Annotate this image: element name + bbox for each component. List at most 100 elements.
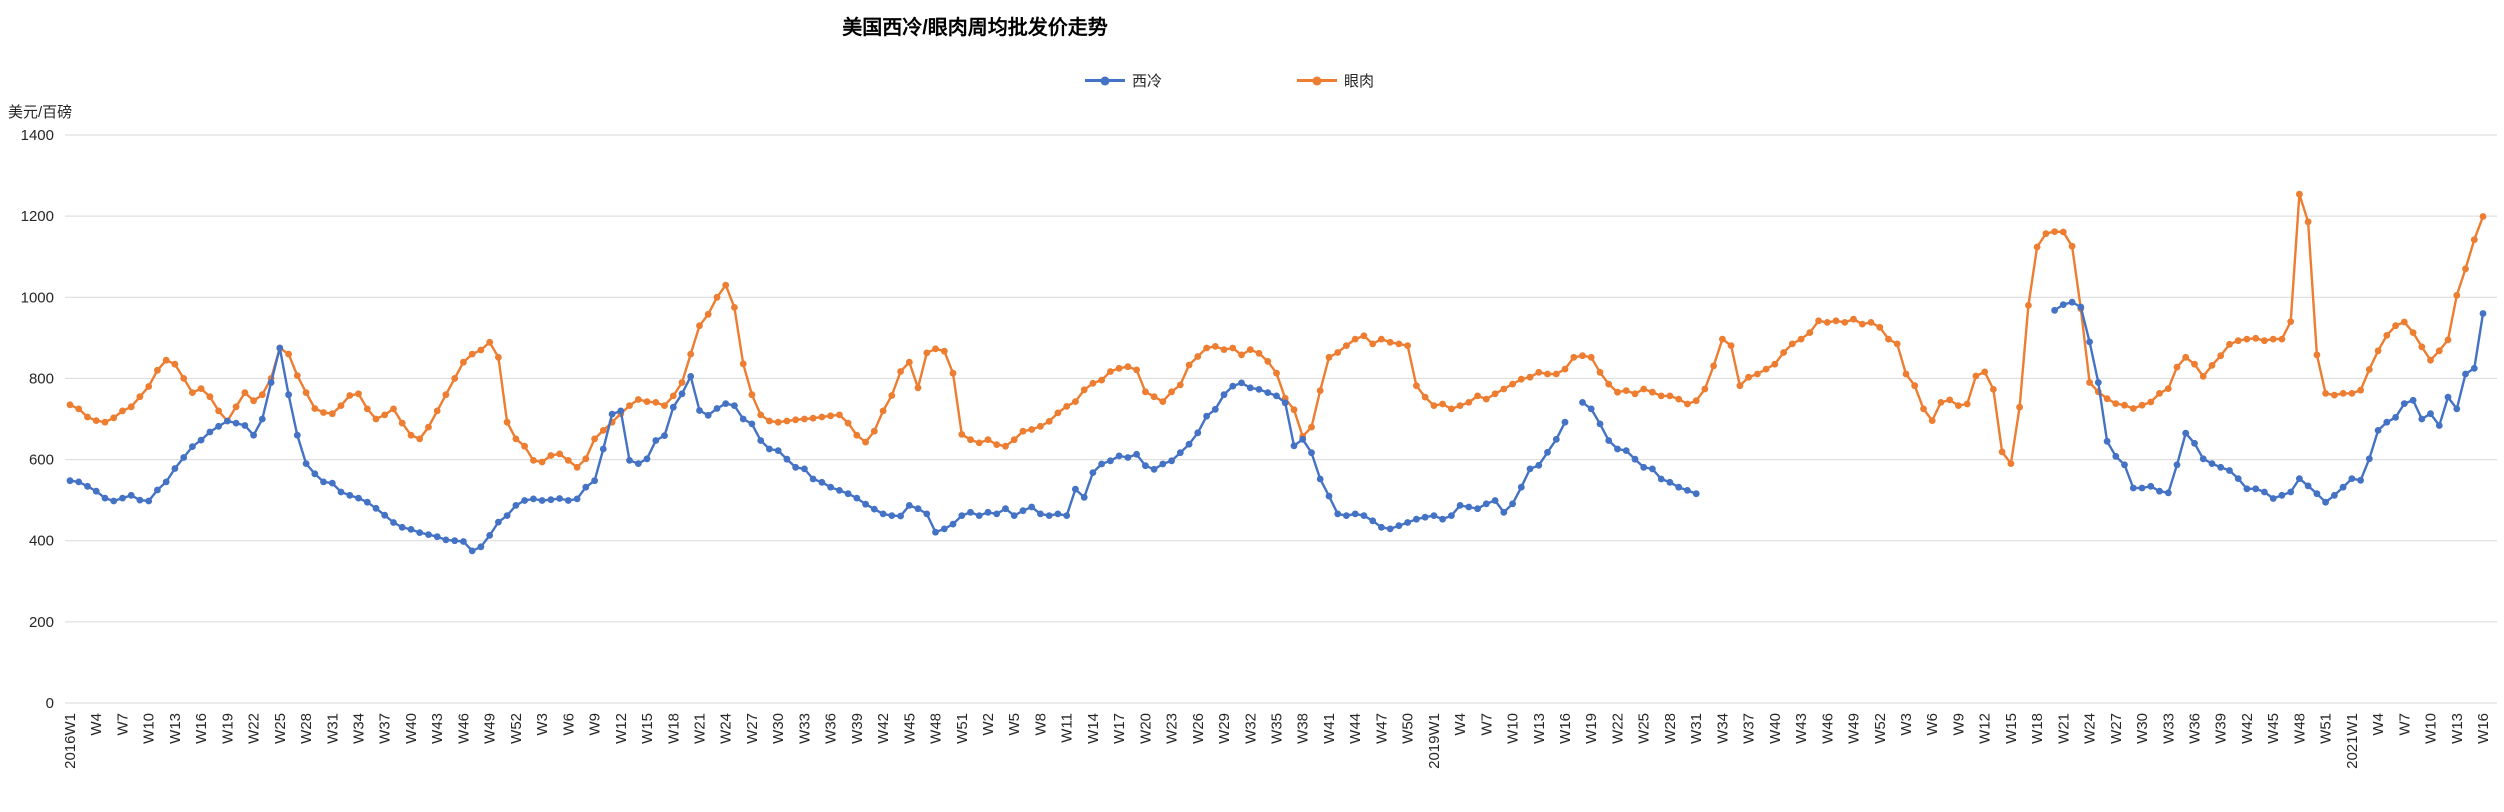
x-tick-label: W20 bbox=[1137, 713, 1154, 744]
x-tick-label: W30 bbox=[770, 713, 787, 744]
x-tick-label: W14 bbox=[1085, 713, 1102, 744]
y-axis-labels: 0 200 400 600 800 1000 1200 1400 bbox=[21, 127, 54, 712]
legend-label-yanrou: 眼肉 bbox=[1344, 73, 1375, 90]
x-tick-label: W50 bbox=[1400, 713, 1417, 744]
x-tick-label: W45 bbox=[901, 713, 918, 744]
x-tick-label: W12 bbox=[613, 713, 630, 744]
x-tick-label: W49 bbox=[482, 713, 499, 744]
y-tick-label: 600 bbox=[29, 452, 54, 469]
legend-item-yanrou[interactable]: 眼肉 bbox=[1297, 70, 1374, 91]
yanrou-dot-icon bbox=[1312, 76, 1322, 85]
legend: 西冷 眼肉 bbox=[1085, 70, 1374, 91]
y-tick-label: 1200 bbox=[21, 208, 54, 225]
x-tick-label: 2021W1 bbox=[2344, 713, 2361, 769]
x-tick-label: W13 bbox=[1531, 713, 1548, 744]
x-tick-label: W33 bbox=[796, 713, 813, 744]
x-axis-labels: 2016W1 W4 W7 W10 W13 W16 W19 W22 W25 W28 W31 W34 W37… bbox=[62, 713, 2492, 769]
x-tick-label: W15 bbox=[639, 713, 656, 744]
y-axis-unit-label: 美元/百磅 bbox=[8, 104, 73, 121]
x-tick-label: W32 bbox=[1242, 713, 1259, 744]
x-tick-label: W10 bbox=[1505, 713, 1522, 744]
x-tick-label: W40 bbox=[1767, 713, 1784, 744]
x-tick-label: W21 bbox=[2055, 713, 2072, 744]
series-yanrou bbox=[66, 190, 2487, 471]
x-tick-label: W7 bbox=[2396, 713, 2413, 736]
x-tick-label: W47 bbox=[1373, 713, 1390, 744]
x-tick-label: W42 bbox=[2239, 713, 2256, 744]
x-tick-label: W7 bbox=[115, 713, 132, 736]
x-tick-label: W6 bbox=[560, 713, 577, 736]
x-tick-label: W11 bbox=[1059, 713, 1076, 743]
x-tick-label: W27 bbox=[2108, 713, 2125, 744]
x-tick-label: W19 bbox=[1583, 713, 1600, 744]
y-tick-label: 1400 bbox=[21, 127, 54, 144]
x-tick-label: W3 bbox=[534, 713, 551, 736]
x-tick-label: W17 bbox=[1111, 713, 1128, 744]
x-tick-label: W25 bbox=[272, 713, 289, 744]
x-tick-label: W48 bbox=[2291, 713, 2308, 744]
x-tick-label: W8 bbox=[1032, 713, 1049, 736]
x-tick-label: W29 bbox=[1216, 713, 1233, 744]
x-tick-label: W51 bbox=[954, 713, 971, 744]
x-tick-label: W12 bbox=[1977, 713, 1994, 744]
x-tick-label: W44 bbox=[1347, 713, 1364, 744]
x-tick-label: W13 bbox=[2449, 713, 2466, 744]
x-tick-label: W6 bbox=[1924, 713, 1941, 736]
x-tick-label: W23 bbox=[1164, 713, 1181, 744]
legend-label-xileng: 西冷 bbox=[1132, 73, 1163, 90]
x-tick-label: W52 bbox=[1872, 713, 1889, 744]
x-tick-label: W43 bbox=[429, 713, 446, 744]
x-tick-label: W22 bbox=[1610, 713, 1627, 744]
x-tick-label: W43 bbox=[1793, 713, 1810, 744]
gridlines bbox=[65, 134, 2497, 704]
y-tick-label: 200 bbox=[29, 614, 54, 631]
x-tick-label: W49 bbox=[1846, 713, 1863, 744]
x-tick-label: W46 bbox=[1819, 713, 1836, 744]
x-tick-label: W48 bbox=[928, 713, 945, 744]
x-tick-label: W3 bbox=[1898, 713, 1915, 736]
x-tick-label: W21 bbox=[692, 713, 709, 744]
x-tick-label: W52 bbox=[508, 713, 525, 744]
x-tick-label: W38 bbox=[1295, 713, 1312, 744]
x-tick-label: W40 bbox=[403, 713, 420, 744]
x-tick-label: W35 bbox=[1269, 713, 1286, 744]
x-tick-label: W31 bbox=[1688, 713, 1705, 744]
x-tick-label: W15 bbox=[2003, 713, 2020, 744]
x-tick-label: W10 bbox=[141, 713, 158, 744]
x-tick-label: 2019W1 bbox=[1426, 713, 1443, 769]
x-tick-label: W45 bbox=[2265, 713, 2282, 744]
y-tick-label: 400 bbox=[29, 533, 54, 550]
x-tick-label: W31 bbox=[324, 713, 341, 744]
x-tick-label: W22 bbox=[246, 713, 263, 744]
x-tick-label: W46 bbox=[455, 713, 472, 744]
x-tick-label: W27 bbox=[744, 713, 761, 744]
x-tick-label: W37 bbox=[377, 713, 394, 744]
x-tick-label: W41 bbox=[1321, 713, 1338, 744]
x-tick-label: W4 bbox=[2370, 713, 2387, 736]
x-tick-label: W30 bbox=[2134, 713, 2151, 744]
x-tick-label: W39 bbox=[2213, 713, 2230, 744]
x-tick-label: W24 bbox=[2082, 713, 2099, 744]
x-tick-label: W19 bbox=[219, 713, 236, 744]
x-tick-label: 2016W1 bbox=[62, 713, 79, 769]
x-tick-label: W16 bbox=[193, 713, 210, 744]
x-tick-label: W10 bbox=[2423, 713, 2440, 744]
xileng-line-marker-icon bbox=[1085, 76, 1125, 85]
x-tick-label: W28 bbox=[1662, 713, 1679, 744]
x-tick-label: W28 bbox=[298, 713, 315, 744]
legend-item-xileng[interactable]: 西冷 bbox=[1085, 70, 1162, 91]
x-tick-label: W42 bbox=[875, 713, 892, 744]
x-tick-label: W24 bbox=[718, 713, 735, 744]
yanrou-line-marker-icon bbox=[1297, 76, 1338, 85]
series-xileng bbox=[66, 298, 2487, 555]
x-tick-label: W36 bbox=[823, 713, 840, 744]
x-tick-label: W9 bbox=[587, 713, 604, 736]
x-tick-label: W7 bbox=[1478, 713, 1495, 736]
x-tick-label: W37 bbox=[1741, 713, 1758, 744]
x-tick-label: W18 bbox=[665, 713, 682, 744]
x-tick-label: W16 bbox=[1557, 713, 1574, 744]
x-tick-label: W5 bbox=[1006, 713, 1023, 736]
x-tick-label: W26 bbox=[1190, 713, 1207, 744]
xileng-dot-icon bbox=[1100, 76, 1110, 85]
